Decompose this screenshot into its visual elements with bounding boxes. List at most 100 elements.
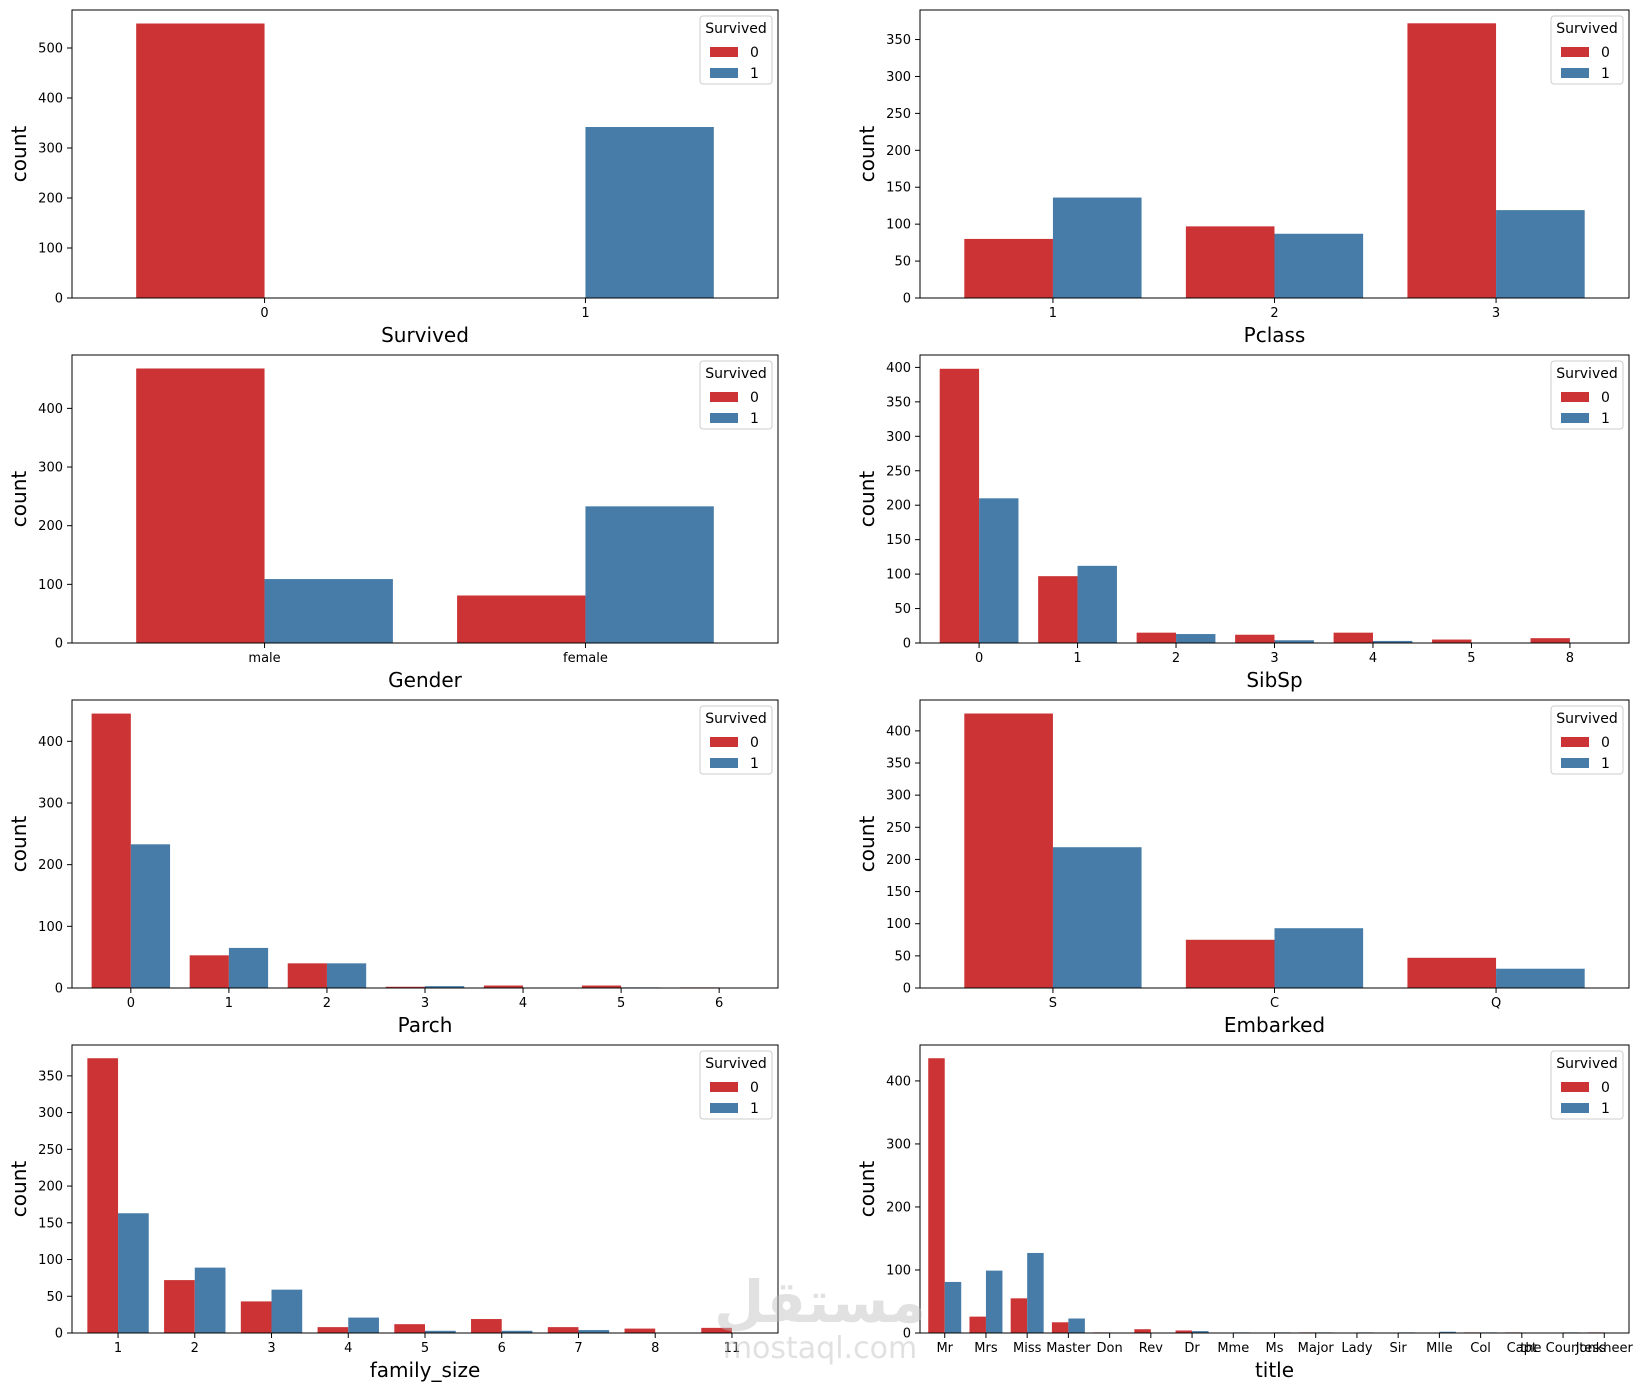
bar-4-survived-0 [1333,632,1373,643]
x-tick-label: Capt [1507,1341,1537,1356]
y-tick-label: 0 [903,292,911,307]
bar-3-survived-0 [1407,23,1497,299]
legend: Survived 0 1 [1550,360,1624,430]
legend-swatch-0 [1561,1082,1589,1092]
bar-Mr-survived-1 [944,1281,962,1333]
bar-male-survived-0 [136,368,265,643]
bar-1-survived-1 [228,947,269,988]
bar-1-survived-0 [189,955,229,988]
bar-3-survived-1 [1274,640,1314,643]
x-tick-label: 6 [498,1341,506,1356]
x-tick-label: 0 [127,996,135,1011]
legend-entry-1: 1 [750,1101,759,1117]
y-tick-label: 100 [886,568,911,583]
x-tick-label: 0 [975,651,983,666]
bar-S-survived-0 [964,713,1053,988]
x-tick-label: 1 [225,996,233,1011]
bar-female-survived-0 [457,595,586,643]
legend-entry-0: 0 [750,735,759,751]
bar-0-survived-0 [939,368,980,643]
bar-Mrs-survived-0 [969,1316,986,1333]
bar-Q-survived-1 [1496,968,1585,988]
subplot-parch: 0 100 200 300 400 0 1 2 3 4 5 6 Parch count Survived 0 1 [7,699,779,1037]
y-tick-label: 100 [886,1263,911,1278]
subplot-gender: 0 100 200 300 400 male female Gender count Surviv… [7,354,779,692]
bar-0-survived-1 [979,498,1019,643]
legend-swatch-1 [710,758,738,768]
bar-4-survived-0 [317,1327,349,1333]
legend-swatch-1 [1561,413,1589,423]
y-tick-label: 50 [894,949,911,964]
legend-swatch-1 [710,413,738,423]
y-tick-label: 150 [886,885,911,900]
legend-title: Survived [705,711,766,727]
x-tick-label: 1 [1049,306,1057,321]
x-tick-label: female [563,651,608,666]
legend-title: Survived [705,1056,766,1072]
bar-Master-survived-0 [1051,1322,1069,1333]
x-tick-label: 5 [421,1341,429,1356]
x-tick-label: 7 [574,1341,582,1356]
legend-entry-1: 1 [750,66,759,82]
bar-Mr-survived-0 [928,1058,945,1333]
bar-2-survived-1 [1274,233,1364,298]
bar-Rev-survived-0 [1134,1329,1151,1333]
bar-3-survived-1 [271,1289,303,1333]
bar-male-survived-1 [264,579,393,643]
y-tick-label: 100 [38,1253,63,1268]
y-tick-label: 250 [886,821,911,836]
x-tick-label: 4 [344,1341,352,1356]
legend-swatch-1 [1561,1103,1589,1113]
bar-6-survived-1 [501,1330,533,1333]
y-tick-label: 0 [903,982,911,997]
y-tick-label: 400 [886,724,911,739]
x-tick-label: Rev [1139,1341,1163,1356]
legend-entry-1: 1 [1601,1101,1610,1117]
bar-4-survived-1 [1372,640,1413,643]
bar-0-survived-0 [136,23,265,298]
legend-entry-0: 0 [750,390,759,406]
y-tick-label: 0 [903,1327,911,1342]
bar-female-survived-1 [585,506,714,643]
bar-7-survived-1 [578,1330,610,1333]
y-tick-label: 200 [38,1180,63,1195]
y-tick-label: 0 [55,1327,63,1342]
x-tick-label: Master [1046,1341,1091,1356]
legend-swatch-1 [710,68,738,78]
y-tick-label: 200 [886,499,911,514]
y-tick-label: 300 [38,142,63,157]
y-axis-label: count [855,471,879,528]
x-tick-label: 0 [260,306,268,321]
bar-Dr-survived-0 [1175,1330,1193,1333]
x-tick-label: 11 [724,1341,741,1356]
legend-swatch-0 [710,47,738,57]
legend-title: Survived [705,21,766,37]
bar-1-survived-1 [118,1213,149,1333]
y-tick-label: 350 [886,395,911,410]
y-tick-label: 400 [38,402,63,417]
x-tick-label: 4 [1369,651,1377,666]
y-tick-label: 0 [903,637,911,652]
y-axis-label: count [7,1161,31,1218]
bar-Mlle-survived-1 [1439,1331,1456,1333]
legend-swatch-1 [1561,758,1589,768]
x-tick-label: Mrs [974,1341,998,1356]
legend: Survived 0 1 [699,15,773,85]
bar-3-survived-1 [425,986,465,988]
bar-2-survived-1 [326,963,367,988]
x-tick-label: Mr [936,1341,953,1356]
axes-frame [71,9,779,299]
legend-swatch-1 [710,1103,738,1113]
x-tick-label: Lady [1341,1341,1372,1356]
bar-8-survived-0 [624,1328,656,1333]
y-tick-label: 300 [886,1137,911,1152]
y-tick-label: 0 [55,292,63,307]
x-tick-label: Q [1491,996,1501,1011]
y-tick-label: 300 [886,789,911,804]
y-tick-label: 50 [894,255,911,270]
y-axis-label: count [7,471,31,528]
y-tick-label: 350 [886,33,911,48]
bar-5-survived-1 [425,1330,456,1333]
y-tick-label: 50 [894,602,911,617]
